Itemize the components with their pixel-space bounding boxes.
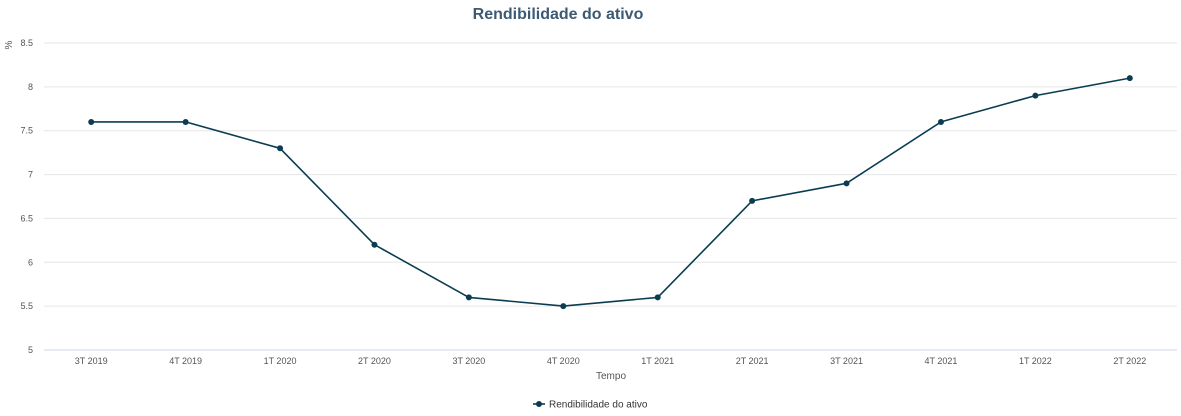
data-point[interactable] — [749, 197, 756, 204]
series-group — [88, 75, 1133, 310]
y-tick-label: 5.5 — [20, 301, 33, 311]
x-tick-label: 3T 2019 — [75, 356, 108, 366]
data-point[interactable] — [937, 118, 944, 125]
x-tick-label: 4T 2021 — [925, 356, 958, 366]
y-tick-label: 8 — [28, 82, 33, 92]
y-tick-label: 8.5 — [20, 38, 33, 48]
x-tick-label: 1T 2021 — [641, 356, 674, 366]
x-tick-label: 1T 2020 — [264, 356, 297, 366]
data-point[interactable] — [843, 180, 850, 187]
data-point[interactable] — [182, 118, 189, 125]
x-tick-label: 3T 2021 — [830, 356, 863, 366]
legend-marker — [536, 401, 542, 407]
legend-label: Rendibilidade do ativo — [549, 400, 648, 411]
data-point[interactable] — [371, 241, 378, 248]
x-tick-label: 4T 2019 — [169, 356, 202, 366]
series-line — [91, 77, 1130, 307]
y-axis-title: % — [4, 40, 15, 49]
data-point[interactable] — [465, 294, 472, 301]
x-axis-title: Tempo — [596, 371, 626, 382]
y-tick-label: 5 — [28, 345, 33, 355]
x-tick-label: 2T 2021 — [736, 356, 769, 366]
data-point[interactable] — [277, 145, 284, 152]
x-tick-label: 1T 2022 — [1019, 356, 1052, 366]
data-point[interactable] — [1126, 75, 1133, 82]
y-axis-ticks: 5 5.5 6 6.5 7 7.5 8 8.5 — [20, 38, 33, 355]
chart-title: Rendibilidade do ativo — [473, 6, 644, 23]
x-axis-ticks: 3T 2019 4T 2019 1T 2020 2T 2020 3T 2020 4T 20… — [75, 356, 1146, 366]
x-tick-label: 4T 2020 — [547, 356, 580, 366]
y-tick-label: 6.5 — [20, 213, 33, 223]
x-tick-label: 2T 2020 — [358, 356, 391, 366]
data-point[interactable] — [88, 118, 95, 125]
data-point[interactable] — [1032, 92, 1039, 99]
data-point[interactable] — [560, 303, 567, 310]
x-tick-label: 3T 2020 — [452, 356, 485, 366]
gridlines — [44, 42, 1177, 307]
x-tick-label: 2T 2022 — [1113, 356, 1146, 366]
y-tick-label: 6 — [28, 257, 33, 267]
y-tick-label: 7 — [28, 170, 33, 180]
legend[interactable]: Rendibilidade do ativo — [533, 400, 648, 411]
data-point[interactable] — [654, 294, 661, 301]
y-tick-label: 7.5 — [20, 126, 33, 136]
